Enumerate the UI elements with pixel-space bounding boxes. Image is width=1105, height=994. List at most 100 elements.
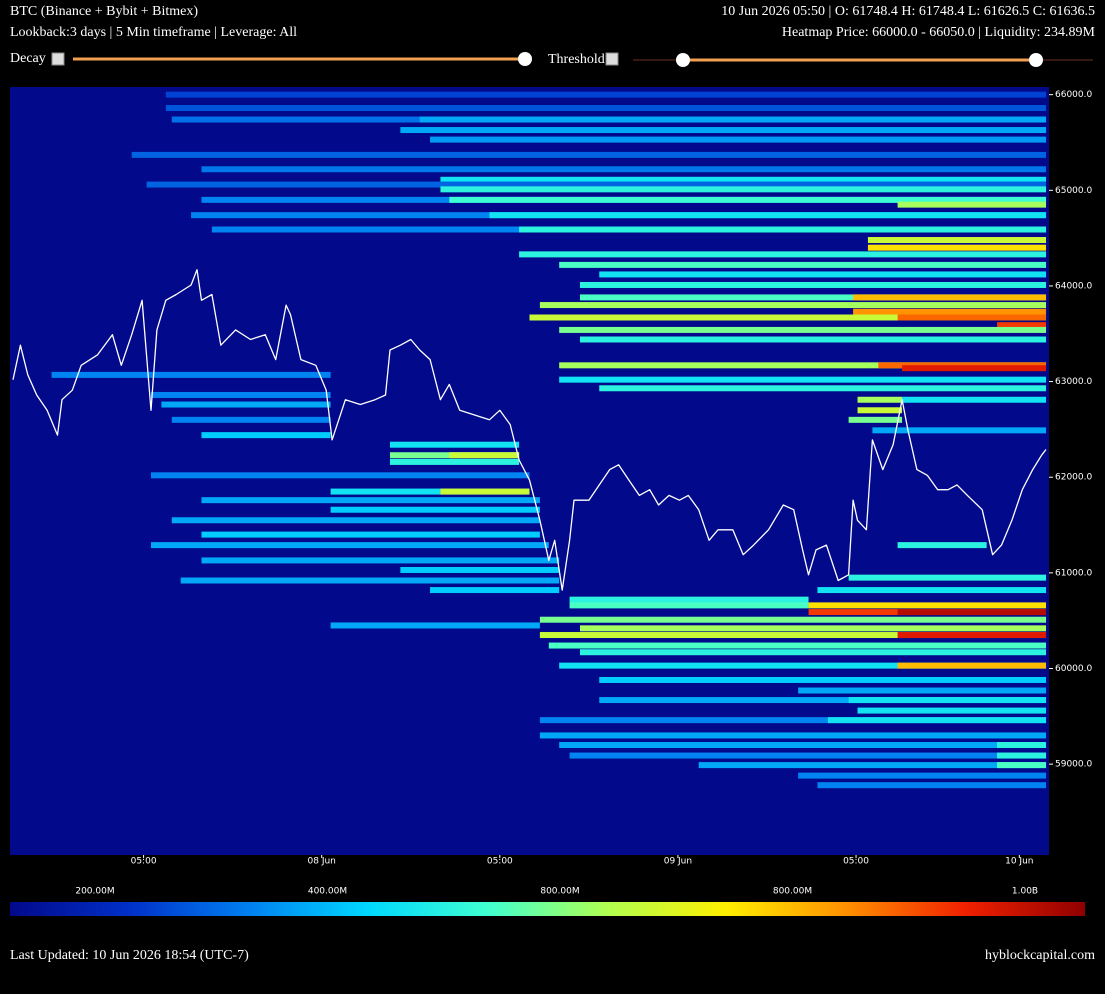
heatmap-cell: [400, 566, 560, 573]
heatmap-cell: [201, 166, 1047, 173]
title: BTC (Binance + Bybit + Bitmex): [10, 4, 198, 19]
colorbar-label: 400.00M: [308, 887, 347, 897]
heatmap-cell: [599, 697, 1047, 704]
heatmap-cell: [539, 717, 1047, 724]
heatmap-cell: [798, 772, 1047, 779]
x-tick-label: 05:00: [131, 857, 157, 867]
heatmap-cell: [151, 472, 530, 479]
y-tick-label: 59000.0: [1055, 760, 1092, 770]
heatmap-cell: [798, 687, 1047, 694]
heatmap-cell: [853, 308, 1047, 315]
heatmap-cell: [201, 497, 540, 504]
heatmap-cell: [579, 649, 1047, 656]
heatmap-cell: [389, 458, 520, 465]
decay-control: Decay: [10, 51, 532, 66]
heatmap-cell: [559, 742, 1047, 749]
colorbar-labels: 200.00M 400.00M 800.00M 800.00M 1.00B: [75, 887, 1038, 897]
heatmap-cell: [419, 116, 1047, 123]
y-tick-label: 63000.0: [1055, 377, 1092, 387]
colorbar: [10, 902, 1085, 916]
heatmap-cell: [569, 752, 1047, 759]
heatmap-cell: [180, 577, 560, 584]
heatmap-cell: [400, 127, 1047, 134]
heatmap-cell: [51, 371, 331, 378]
y-tick-label: 61000.0: [1055, 568, 1092, 578]
heatmap-cell: [171, 517, 540, 524]
x-tick-label: 05:00: [843, 857, 869, 867]
heatmap-cell: [146, 181, 1047, 188]
heatmap-cell: [539, 732, 1047, 739]
heatmap-cell: [808, 602, 1047, 609]
threshold-label: Threshold: [548, 52, 605, 67]
heatmap-cell: [997, 752, 1047, 759]
y-tick-label: 66000.0: [1055, 90, 1092, 100]
ohlc: 10 Jun 2026 05:50 | O: 61748.4 H: 61748.…: [721, 4, 1095, 19]
y-tick-label: 64000.0: [1055, 281, 1092, 291]
heatmap-info: Heatmap Price: 66000.0 - 66050.0 | Liqui…: [782, 25, 1096, 40]
heatmap-cell: [548, 642, 1047, 649]
heatmap-cell: [848, 416, 903, 423]
heatmap-cell: [389, 441, 520, 448]
price-line: [12, 269, 1047, 591]
heatmap-cell: [698, 762, 1047, 769]
heatmap-cell: [440, 176, 1047, 183]
heatmap-cell: [848, 697, 1047, 704]
heatmap-cell: [559, 662, 1047, 669]
last-updated: Last Updated: 10 Jun 2026 18:54 (UTC-7): [10, 948, 249, 963]
heatmap-cell: [579, 336, 1047, 343]
heatmap-cell: [867, 244, 1047, 251]
heatmap-cell: [161, 401, 331, 408]
broken-icon: [605, 52, 619, 66]
colorbar-label: 1.00B: [1012, 887, 1038, 897]
decay-label: Decay: [10, 51, 46, 66]
heatmap-cell: [559, 362, 1047, 369]
heatmap-cell: [857, 707, 1047, 714]
heatmap-cell: [997, 322, 1047, 329]
heatmap-cell: [330, 488, 530, 495]
heatmap-cell: [201, 531, 540, 538]
heatmap-cell: [569, 596, 809, 603]
y-tick-label: 65000.0: [1055, 186, 1092, 196]
heatmap-cell: [579, 281, 1047, 288]
x-tick-label: 10 Jun: [1005, 857, 1033, 867]
settings: Lookback:3 days | 5 Min timeframe | Leve…: [10, 25, 297, 40]
heatmap-cells: [51, 91, 1047, 789]
heatmap-cell: [559, 326, 1047, 333]
heatmap-cell: [857, 407, 903, 414]
heatmap-cell: [897, 314, 1047, 321]
heatmap-cell: [902, 365, 1047, 372]
heatmap-cell: [131, 151, 1047, 158]
threshold-max-knob[interactable]: [1029, 53, 1043, 67]
price-layer: [12, 269, 1047, 591]
heatmap-cell: [151, 542, 549, 549]
heatmap-cell: [440, 186, 1047, 193]
heatmap-cell: [569, 602, 809, 609]
heatmap-cell: [489, 212, 1047, 219]
threshold-min-knob[interactable]: [676, 53, 690, 67]
heatmap-cell: [857, 396, 903, 403]
decay-slider-knob[interactable]: [518, 52, 532, 66]
heatmap-cell: [430, 587, 560, 594]
heatmap-cell: [449, 196, 1047, 203]
colorbar-label: 200.00M: [75, 887, 114, 897]
site-link[interactable]: hyblockcapital.com: [985, 948, 1095, 963]
heatmap-cell: [579, 625, 1047, 632]
heatmap-cell: [897, 609, 1047, 616]
y-tick-label: 62000.0: [1055, 473, 1092, 483]
heatmap-cell: [872, 427, 1047, 434]
heatmap-cell: [539, 616, 1047, 623]
colorbar-label: 800.00M: [773, 887, 812, 897]
heatmap-cell: [171, 416, 331, 423]
heatmap-cell: [897, 542, 987, 549]
broken-icon: [51, 52, 65, 66]
heatmap-cell: [430, 136, 1047, 143]
x-tick-label: 09 Jun: [664, 857, 692, 867]
colorbar-label: 800.00M: [540, 887, 579, 897]
heatmap-cell: [519, 226, 1047, 233]
heatmap-cell: [997, 762, 1047, 769]
heatmap-cell: [817, 587, 1047, 594]
heatmap-cell: [449, 452, 520, 459]
heatmap-cell: [599, 676, 1047, 683]
